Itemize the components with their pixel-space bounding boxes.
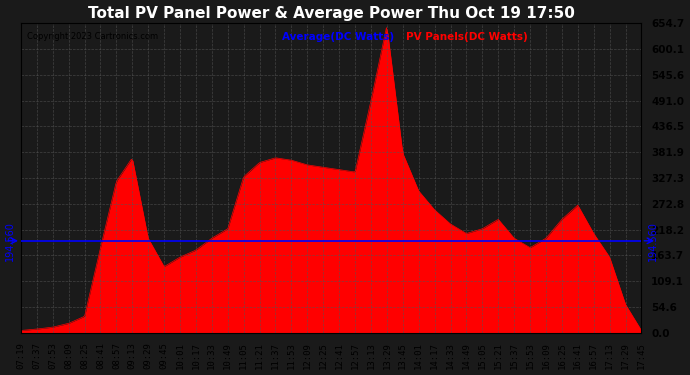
Title: Total PV Panel Power & Average Power Thu Oct 19 17:50: Total PV Panel Power & Average Power Thu… — [88, 6, 575, 21]
Text: 194.560: 194.560 — [5, 221, 14, 261]
Text: PV Panels(DC Watts): PV Panels(DC Watts) — [406, 32, 527, 42]
Text: Copyright 2023 Cartronics.com: Copyright 2023 Cartronics.com — [27, 32, 158, 41]
Text: Average(DC Watts): Average(DC Watts) — [282, 32, 394, 42]
Text: 194.560: 194.560 — [648, 221, 658, 261]
